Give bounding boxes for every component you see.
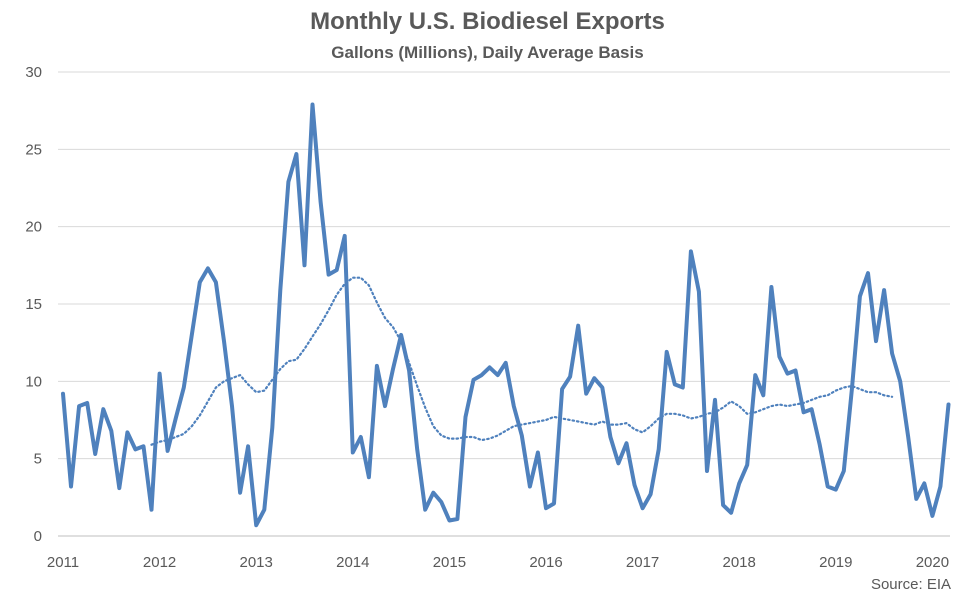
source-note: Source: EIA — [870, 576, 951, 593]
x-tick-label: 2012 — [143, 554, 176, 571]
y-axis-ticks: 0 5 10 15 20 25 30 — [25, 64, 42, 545]
series-line-monthly — [61, 102, 951, 528]
chart-subtitle: Gallons (Millions), Daily Average Basis — [331, 43, 644, 62]
series-lines — [61, 102, 951, 528]
x-tick-label: 2019 — [819, 554, 852, 571]
x-tick-label: 2017 — [626, 554, 659, 571]
y-tick-label: 25 — [25, 141, 42, 158]
x-tick-label: 2011 — [47, 554, 79, 571]
y-tick-label: 0 — [34, 528, 42, 545]
chart-title: Monthly U.S. Biodiesel Exports — [310, 8, 665, 35]
gridlines — [58, 71, 950, 537]
x-tick-label: 2014 — [336, 554, 369, 571]
y-tick-label: 10 — [25, 373, 42, 390]
x-axis-ticks: 2011 2012 2013 2014 2015 2016 2017 2018 2019 2020 — [47, 554, 949, 571]
y-tick-label: 20 — [25, 219, 42, 236]
y-tick-label: 30 — [25, 64, 42, 81]
series-line-trend — [150, 276, 894, 446]
x-tick-label: 2015 — [433, 554, 466, 571]
x-tick-label: 2016 — [529, 554, 562, 571]
y-tick-label: 15 — [25, 296, 42, 313]
y-tick-label: 5 — [34, 451, 42, 468]
x-tick-label: 2020 — [916, 554, 949, 571]
x-tick-label: 2013 — [240, 554, 273, 571]
x-tick-label: 2018 — [723, 554, 756, 571]
